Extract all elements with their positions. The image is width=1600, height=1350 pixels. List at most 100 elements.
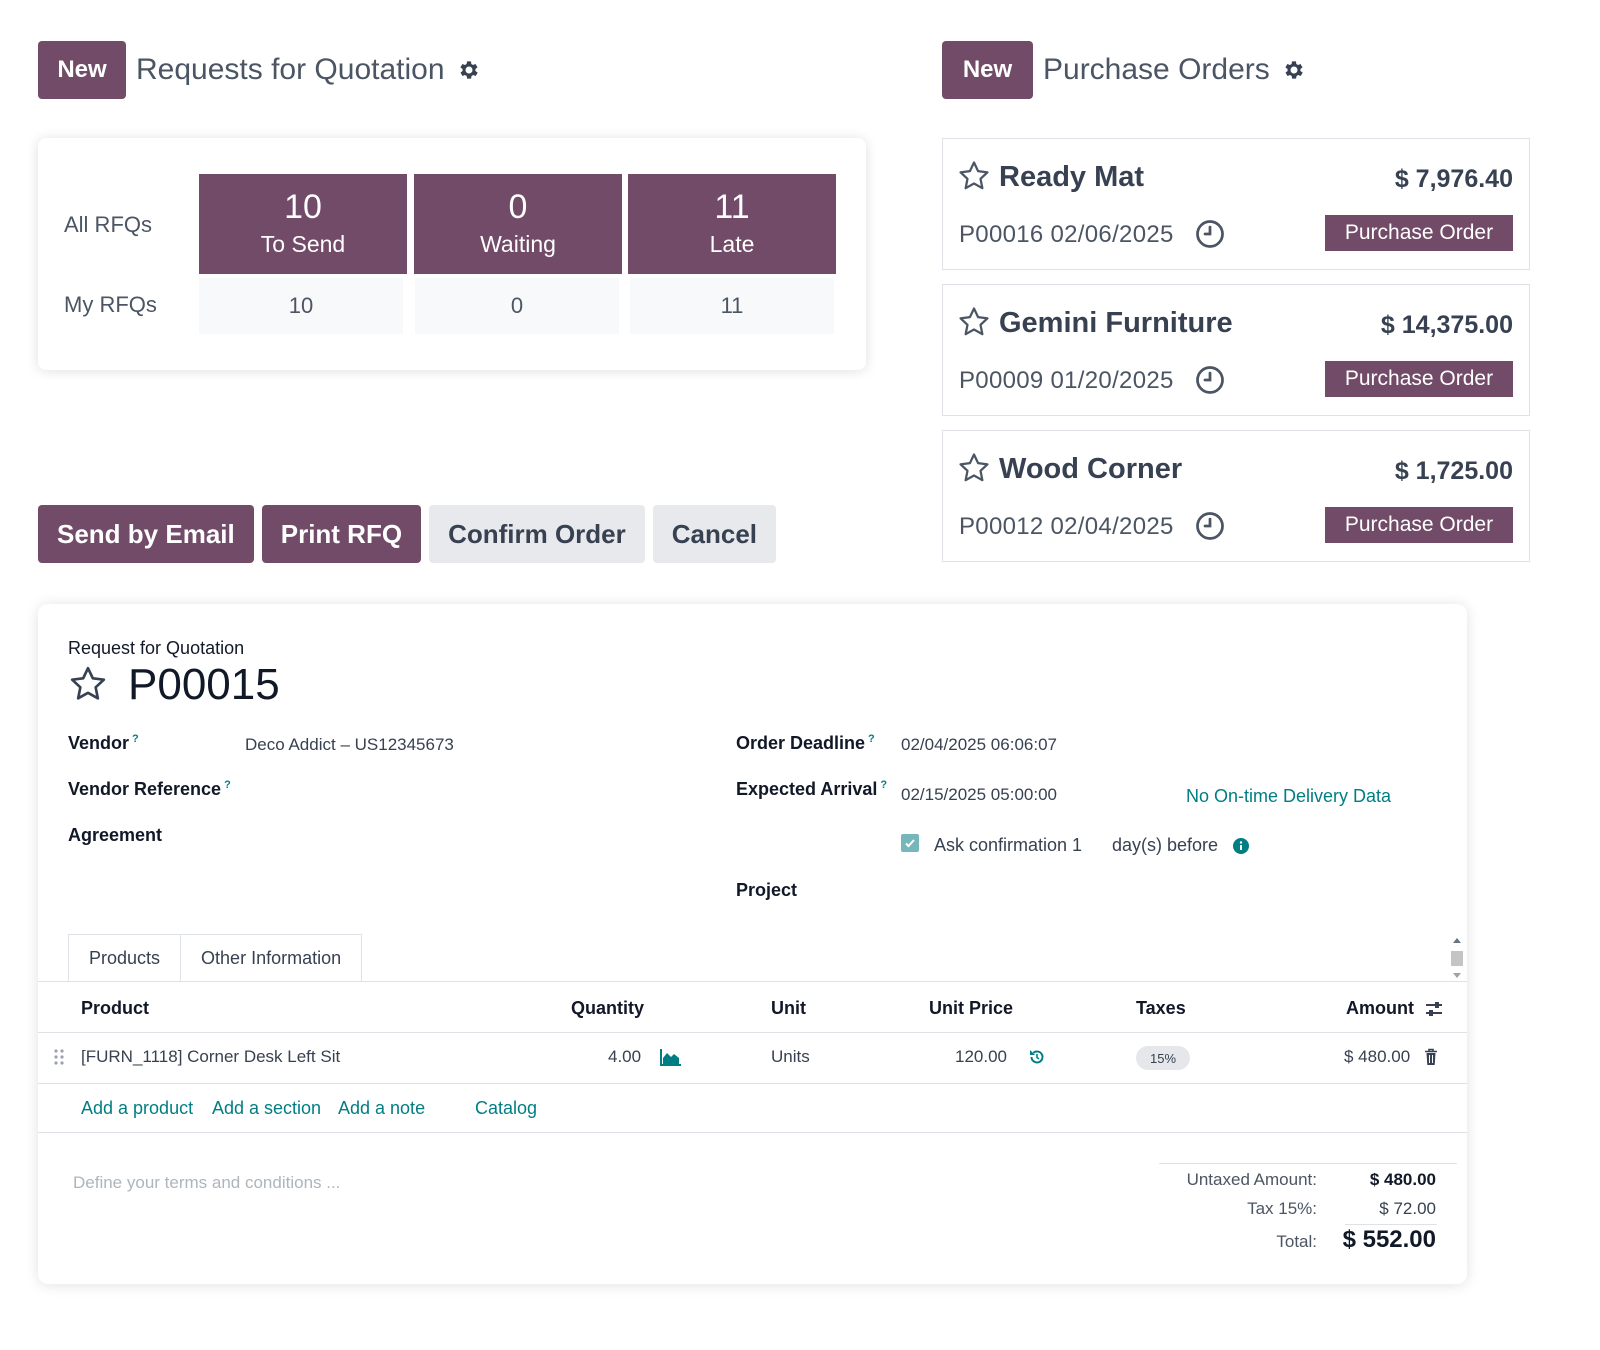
stat-late[interactable]: 11 Late — [628, 174, 836, 274]
trash-icon[interactable] — [1424, 1048, 1438, 1066]
print-rfq-button[interactable]: Print RFQ — [261, 505, 422, 563]
column-header-unit[interactable]: Unit — [771, 998, 806, 1018]
agreement-field[interactable] — [245, 822, 685, 850]
all-rfqs-label: All RFQs — [64, 212, 152, 237]
header-divider — [38, 1032, 1467, 1033]
row-divider — [38, 1083, 1467, 1084]
confirm-order-button[interactable]: Confirm Order — [429, 505, 645, 563]
my-late[interactable]: 11 — [630, 278, 834, 334]
stat-label: Waiting — [480, 231, 556, 257]
expected-arrival-label: Expected Arrival? — [736, 779, 887, 800]
stat-count: 10 — [284, 188, 322, 226]
help-icon[interactable]: ? — [868, 733, 875, 745]
clock-icon[interactable] — [1195, 219, 1225, 249]
help-icon[interactable]: ? — [224, 779, 231, 791]
agreement-label: Agreement — [68, 825, 163, 845]
vendor-field[interactable]: Deco Addict – US12345673 — [245, 735, 454, 754]
new-rfq-button[interactable]: New — [38, 41, 126, 99]
days-before-label: day(s) before — [1112, 835, 1219, 855]
line-unit-price[interactable]: 120.00 — [955, 1047, 1007, 1066]
stat-waiting[interactable]: 0 Waiting — [414, 174, 622, 274]
forecast-chart-icon[interactable] — [660, 1048, 682, 1066]
line-unit[interactable]: Units — [771, 1047, 810, 1066]
drag-handle-icon[interactable] — [53, 1048, 65, 1066]
star-icon[interactable] — [957, 451, 991, 485]
stat-count: 0 — [508, 188, 528, 226]
help-icon[interactable]: ? — [880, 779, 888, 791]
po-vendor: Ready Mat — [999, 161, 1145, 193]
tab-divider — [38, 981, 1467, 982]
optional-columns-icon[interactable] — [1424, 1000, 1444, 1018]
reset-price-icon[interactable] — [1028, 1048, 1046, 1066]
catalog-link[interactable]: Catalog — [475, 1098, 538, 1118]
gear-icon[interactable] — [457, 58, 481, 82]
clock-icon[interactable] — [1195, 365, 1225, 395]
po-amount: $ 1,725.00 — [1394, 457, 1513, 485]
line-quantity[interactable]: 4.00 — [608, 1047, 642, 1066]
stat-to-send[interactable]: 10 To Send — [199, 174, 407, 274]
untaxed-amount-label: Untaxed Amount: — [1186, 1170, 1317, 1189]
rfq-header: New Requests for Quotation — [38, 41, 481, 99]
po-status-badge: Purchase Order — [1325, 361, 1513, 397]
po-card[interactable]: Gemini Furniture $ 14,375.00 P00009 01/2… — [942, 284, 1530, 416]
rfq-page-title: Requests for Quotation — [136, 53, 445, 86]
tab-products[interactable]: Products — [68, 934, 181, 982]
ask-confirmation-checkbox[interactable] — [901, 834, 919, 852]
total-divider — [1345, 1224, 1437, 1225]
my-to-send[interactable]: 10 — [199, 278, 403, 334]
ask-confirmation-days-input[interactable]: 1 — [1072, 835, 1083, 855]
po-status-badge: Purchase Order — [1325, 215, 1513, 251]
column-header-product[interactable]: Product — [81, 998, 150, 1018]
order-deadline-label-text: Order Deadline — [736, 733, 866, 753]
info-icon[interactable] — [1233, 838, 1249, 854]
tax-badge[interactable]: 15% — [1136, 1046, 1190, 1070]
project-field[interactable] — [901, 876, 1301, 904]
send-by-email-button[interactable]: Send by Email — [38, 505, 254, 563]
po-reference: P00016 02/06/2025 — [959, 221, 1174, 248]
checkmark-icon — [905, 839, 915, 848]
totals-divider — [1159, 1163, 1457, 1164]
help-icon[interactable]: ? — [132, 733, 139, 745]
terms-and-conditions-field[interactable]: Define your terms and conditions ... — [73, 1173, 341, 1192]
line-amount: $ 480.00 — [1344, 1047, 1411, 1066]
project-label: Project — [736, 880, 798, 900]
document-name: P00015 — [128, 660, 280, 709]
on-time-delivery-link[interactable]: No On-time Delivery Data — [1186, 786, 1392, 806]
po-card[interactable]: Ready Mat $ 7,976.40 P00016 02/06/2025 P… — [942, 138, 1530, 270]
line-product[interactable]: [FURN_1118] Corner Desk Left Sit — [81, 1047, 341, 1066]
stat-count: 11 — [714, 188, 750, 226]
document-type-label: Request for Quotation — [68, 638, 245, 658]
order-deadline-field[interactable]: 02/04/2025 06:06:07 — [901, 735, 1057, 754]
clock-icon[interactable] — [1195, 511, 1225, 541]
po-amount: $ 14,375.00 — [1380, 311, 1513, 339]
order-deadline-label: Order Deadline? — [736, 733, 875, 754]
my-rfqs-label: My RFQs — [64, 292, 157, 317]
my-waiting[interactable]: 0 — [415, 278, 619, 334]
vendor-reference-field[interactable] — [245, 776, 685, 804]
vendor-reference-label: Vendor Reference? — [68, 779, 231, 800]
column-header-taxes[interactable]: Taxes — [1136, 998, 1186, 1018]
scrollbar[interactable] — [1450, 936, 1464, 980]
expected-arrival-field[interactable]: 02/15/2025 05:00:00 — [901, 785, 1057, 804]
rfq-form-sheet: Request for Quotation P00015 Vendor? Dec… — [38, 604, 1467, 1284]
po-card[interactable]: Wood Corner $ 1,725.00 P00012 02/04/2025… — [942, 430, 1530, 562]
star-icon[interactable] — [957, 305, 991, 339]
add-note-link[interactable]: Add a note — [338, 1098, 426, 1118]
new-po-button[interactable]: New — [942, 41, 1033, 99]
vendor-reference-label-text: Vendor Reference — [68, 779, 222, 799]
gear-icon[interactable] — [1282, 58, 1306, 82]
ask-confirmation-label: Ask confirmation — [934, 835, 1068, 855]
cancel-button[interactable]: Cancel — [652, 505, 777, 563]
star-icon[interactable] — [68, 664, 108, 704]
rfq-stats-card: All RFQs My RFQs 10 To Send 0 Waiting 11… — [38, 138, 866, 370]
add-section-link[interactable]: Add a section — [212, 1098, 322, 1118]
column-header-unit-price[interactable]: Unit Price — [929, 998, 1014, 1018]
po-reference: P00012 02/04/2025 — [959, 513, 1174, 540]
column-header-quantity[interactable]: Quantity — [571, 998, 645, 1018]
tax-label: Tax 15%: — [1247, 1199, 1317, 1218]
po-amount: $ 7,976.40 — [1394, 165, 1513, 193]
add-product-link[interactable]: Add a product — [81, 1098, 194, 1118]
column-header-amount[interactable]: Amount — [1346, 998, 1414, 1018]
star-icon[interactable] — [957, 159, 991, 193]
tab-other-information[interactable]: Other Information — [180, 934, 363, 982]
